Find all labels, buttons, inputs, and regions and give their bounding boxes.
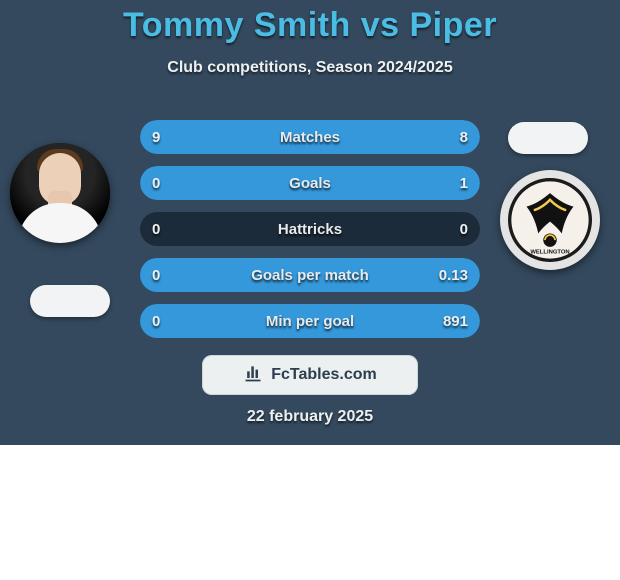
source-badge: FcTables.com: [202, 355, 418, 395]
wellington-phoenix-crest-icon: WELLINGTON: [500, 170, 600, 270]
stat-row: 01Goals: [140, 166, 480, 200]
stat-label: Matches: [140, 120, 480, 154]
stats-bars: 98Matches 01Goals 00Hattricks 00.13Goals pe…: [140, 120, 480, 350]
stat-row: 0891Min per goal: [140, 304, 480, 338]
stat-row: 00Hattricks: [140, 212, 480, 246]
page-title: Tommy Smith vs Piper: [0, 6, 620, 45]
stat-label: Goals: [140, 166, 480, 200]
stat-label: Hattricks: [140, 212, 480, 246]
stat-row: 00.13Goals per match: [140, 258, 480, 292]
player-left-portrait: [10, 143, 110, 243]
player-right-flag: [508, 122, 588, 154]
player-left-avatar: [10, 143, 110, 243]
player-right-club-crest: WELLINGTON: [500, 170, 600, 270]
svg-text:WELLINGTON: WELLINGTON: [530, 250, 569, 256]
stat-label: Goals per match: [140, 258, 480, 292]
barchart-icon: [243, 363, 263, 388]
date-label: 22 february 2025: [0, 408, 620, 426]
subtitle: Club competitions, Season 2024/2025: [0, 59, 620, 77]
player-left-flag: [30, 285, 110, 317]
stat-row: 98Matches: [140, 120, 480, 154]
source-badge-text: FcTables.com: [271, 366, 377, 384]
comparison-card: Tommy Smith vs Piper Club competitions, …: [0, 0, 620, 445]
stat-label: Min per goal: [140, 304, 480, 338]
